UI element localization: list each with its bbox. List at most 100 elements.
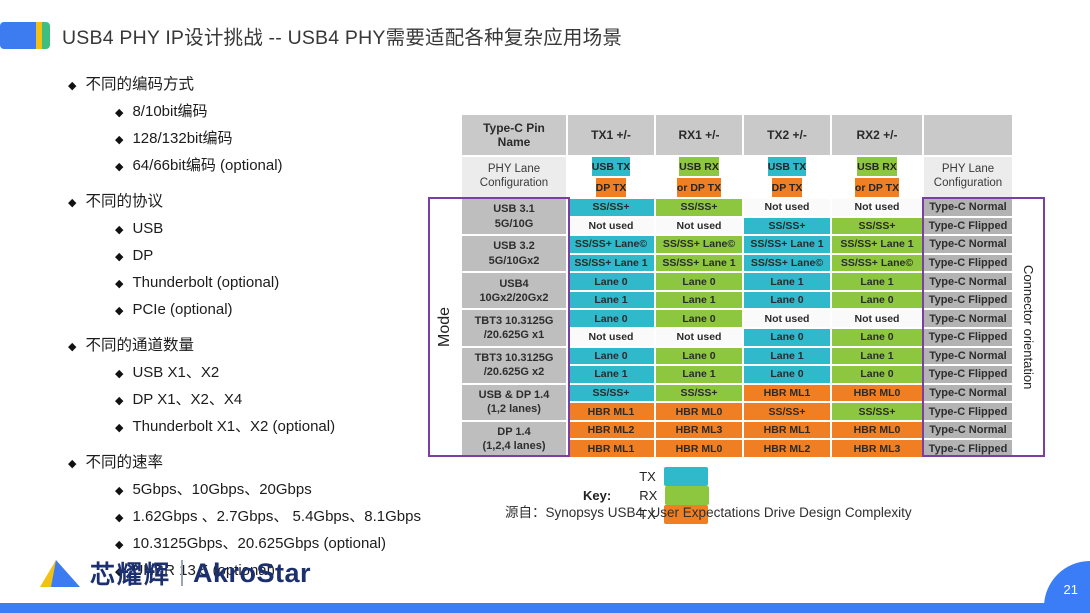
bullet-item-text: 128/132bit编码 [132,130,233,147]
page-number: 21 [1063,582,1078,597]
pin-mapping-table: Type-C Pin Name TX1 +/- RX1 +/- TX2 +/- RX2 … [428,115,1045,457]
brand-name-en: AkroStar [193,557,312,588]
mode-cell-line: TBT3 10.3125G [474,351,554,364]
mode-cell: USB 3.2 5G/10Gx2 [462,236,566,272]
pin-cell: SS/SS+ Lane 1 [656,254,742,272]
mode-cell-line: 5G/10G [494,217,534,230]
pin-cell: SS/SS+ [832,403,922,420]
bullet-item-text: USB [132,220,164,237]
diamond-bullet-icon: ◆ [115,251,124,263]
mode-cell: DP 1.4 (1,2,4 lanes) [462,421,566,457]
orientation-cell: Type-C Flipped [924,254,1012,272]
bullet-section-title-text: 不同的编码方式 [85,76,194,93]
diamond-bullet-icon: ◆ [115,224,124,236]
source-citation: 源自：Synopsys USB4: User Expectations Driv… [505,505,912,520]
column-header-cell: TX1 +/- [568,115,654,155]
table-grid: Type-C Pin Name TX1 +/- RX1 +/- TX2 +/- RX2 … [462,115,1012,457]
bullet-item: ◆ DP [115,243,468,270]
lane-config-header-cell: PHY Lane Configuration [924,157,1012,197]
lane-config-top-cell: USB TX [767,157,807,176]
orientation-cell: Type-C Flipped [924,403,1012,420]
brand-divider [181,560,184,586]
bullet-section-title: ◆ 不同的速率 [68,450,468,477]
diamond-bullet-icon: ◆ [115,395,124,407]
orientation-cell: Type-C Normal [924,236,1012,253]
pin-cell: SS/SS+ Lane© [656,236,742,253]
pin-cell: Not used [568,328,654,346]
pin-cell: HBR ML1 [568,403,654,420]
key-color-swatch [663,505,708,524]
mode-cell-line: USB 3.2 [493,240,535,253]
column-header-cell: RX1 +/- [656,115,742,155]
pin-cell: SS/SS+ [656,199,742,216]
bullet-section: ◆ 不同的编码方式 ◆ 8/10bit编码 ◆ 128/132bit编码 ◆ 64/66bit… [68,72,468,180]
diamond-bullet-icon: ◆ [68,458,77,470]
key-item-label: RX [639,488,658,503]
orientation-cell: Type-C Normal [924,310,1012,327]
key-color-swatch [665,486,710,505]
key-item: TX [639,505,717,524]
pin-cell: Not used [744,310,830,327]
lane-config-bottom-cell: DP TX [595,178,627,197]
mode-cell-line: (1,2,4 lanes) [482,440,546,453]
bullet-item-text: 10.3125Gbps、20.625Gbps (optional) [132,535,386,552]
pin-cell: Lane 1 [832,273,922,290]
diamond-bullet-icon: ◆ [115,368,124,380]
pin-cell: Lane 1 [744,273,830,290]
pin-cell: HBR ML0 [832,384,922,402]
diamond-bullet-icon: ◆ [115,107,124,119]
pin-cell: Lane 0 [656,347,742,365]
bullet-item: ◆ UHBR 13.5 (optional) [115,558,468,585]
diamond-bullet-icon: ◆ [115,566,124,578]
pin-cell: HBR ML3 [656,421,742,439]
mode-cell-line: 10Gx2/20Gx2 [479,291,549,304]
bullet-item-text: 5Gbps、10Gbps、20Gbps [132,481,312,498]
pin-cell: SS/SS+ [568,199,654,216]
bullet-item-text: 64/66bit编码 (optional) [132,157,283,174]
pin-cell: SS/SS+ Lane 1 [744,236,830,253]
bullet-item: ◆ 5Gbps、10Gbps、20Gbps [115,477,468,504]
orientation-cell: Type-C Flipped [924,291,1012,309]
lane-config-split-cell: USB RX or DP TX [832,157,922,197]
accent-blue-block [0,22,36,49]
brand-name-cn: 芯耀辉 [90,561,172,589]
bullet-item: ◆ 1.62Gbps 、2.7Gbps、 5.4Gbps、8.1Gbps [115,504,468,531]
mode-cell: TBT3 10.3125G/20.625G x1 [462,310,566,346]
column-header-cell: TX2 +/- [744,115,830,155]
bullet-section-title: ◆ 不同的协议 [68,189,468,216]
bullet-section-title-text: 不同的通道数量 [85,337,194,354]
lane-config-bottom-cell: or DP TX [676,178,722,197]
mode-cell-line: USB4 [499,277,529,290]
pin-cell: HBR ML1 [744,384,830,402]
pin-cell: SS/SS+ [832,217,922,235]
bullet-item-text: 1.62Gbps 、2.7Gbps、 5.4Gbps、8.1Gbps [132,508,421,525]
key-color-swatch [663,467,708,486]
bullet-item-text: Thunderbolt X1、X2 (optional) [132,418,336,435]
pin-cell: Not used [656,328,742,346]
column-header-cell [924,115,1012,155]
bullet-item: ◆ DP X1、X2、X4 [115,387,468,414]
column-header-cell: Type-C Pin Name [462,115,566,155]
bullet-item: ◆ 128/132bit编码 [115,126,468,153]
pin-cell: Lane 0 [832,328,922,346]
bullet-item: ◆ Thunderbolt X1、X2 (optional) [115,414,468,441]
orientation-axis-label: Connector orientation [1021,264,1036,390]
bullet-section: ◆ 不同的速率 ◆ 5Gbps、10Gbps、20Gbps ◆ 1.62Gbps 、2.7… [68,450,468,585]
bullet-section-title-text: 不同的协议 [85,193,163,210]
bullet-item-text: DP X1、X2、X4 [132,391,243,408]
pin-cell: Lane 0 [656,273,742,290]
lane-config-bottom-cell: or DP TX [854,178,900,197]
bullet-item: ◆ USB [115,216,468,243]
pin-cell: HBR ML2 [744,440,830,457]
pin-cell: SS/SS+ Lane© [568,236,654,253]
page-number-badge: 21 [1044,561,1090,613]
bullet-item-text: DP [132,247,154,264]
orientation-cell: Type-C Normal [924,273,1012,290]
bullet-item: ◆ PCIe (optional) [115,297,468,324]
key-items: TX RX TX [639,467,747,524]
mode-cell-line: 5G/10Gx2 [488,254,540,267]
bullet-item-text: Thunderbolt (optional) [132,274,280,291]
bullet-item-text: USB X1、X2 [132,364,220,381]
pin-cell: SS/SS+ Lane 1 [832,236,922,253]
pin-cell: Not used [656,217,742,235]
